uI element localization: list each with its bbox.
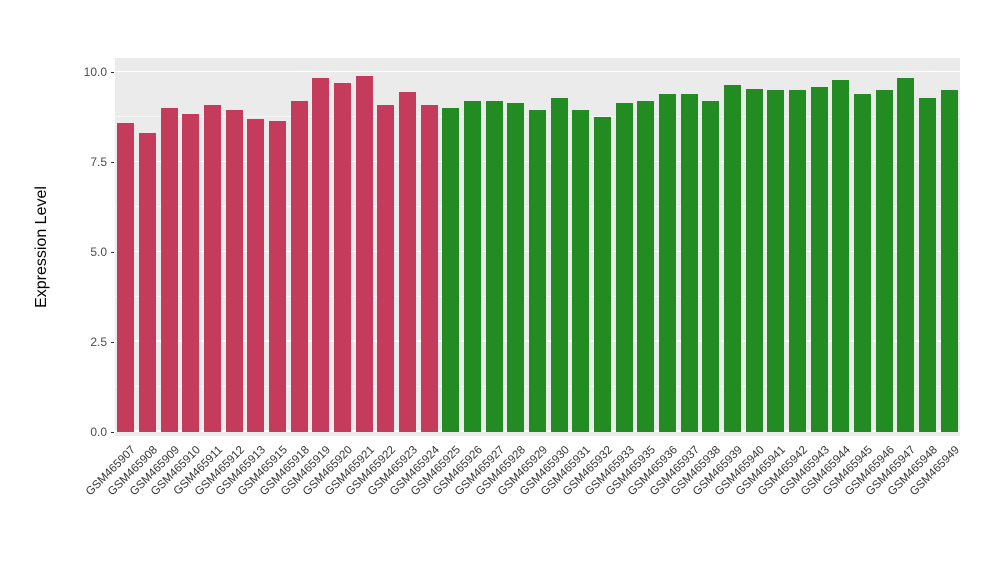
bar-GSM465949 xyxy=(940,90,958,432)
bar-GSM465918 xyxy=(290,101,308,432)
bar-GSM465944 xyxy=(832,79,850,432)
bar-GSM465945 xyxy=(854,93,871,432)
bar-GSM465939 xyxy=(724,84,741,432)
bar-GSM465929 xyxy=(529,110,546,432)
bar-GSM465919 xyxy=(312,77,330,432)
gridline-major xyxy=(115,70,960,73)
y-tick-label: 0.0 xyxy=(90,424,107,439)
y-tick-mark xyxy=(111,341,114,343)
bar-GSM465937 xyxy=(680,93,698,432)
bar-GSM465913 xyxy=(247,119,265,432)
bar-GSM465926 xyxy=(464,101,481,432)
y-axis-title: Expression Level xyxy=(33,186,50,308)
y-tick-mark xyxy=(111,252,114,254)
bar-GSM465947 xyxy=(897,77,915,432)
bar-GSM465921 xyxy=(355,75,373,432)
bar-GSM465920 xyxy=(334,83,351,432)
bar-GSM465943 xyxy=(810,86,828,432)
bar-GSM465927 xyxy=(485,101,503,432)
bar-GSM465931 xyxy=(572,110,590,432)
y-tick-mark xyxy=(111,72,114,74)
bar-GSM465930 xyxy=(550,97,568,432)
bar-GSM465941 xyxy=(767,90,785,432)
bar-GSM465933 xyxy=(615,102,633,432)
bar-GSM465923 xyxy=(399,92,416,432)
bar-GSM465912 xyxy=(225,110,243,432)
bar-GSM465940 xyxy=(745,88,763,432)
y-tick-label: 7.5 xyxy=(90,155,107,170)
bar-GSM465946 xyxy=(875,90,893,432)
bar-GSM465908 xyxy=(139,133,156,432)
bar-GSM465935 xyxy=(637,101,655,432)
y-tick-mark xyxy=(111,431,114,433)
bar-GSM465909 xyxy=(160,108,178,432)
y-tick-mark xyxy=(111,162,114,164)
plot-panel xyxy=(115,58,960,436)
bar-GSM465910 xyxy=(182,113,200,432)
bar-GSM465938 xyxy=(702,101,720,432)
bar-GSM465924 xyxy=(420,104,438,432)
bar-GSM465922 xyxy=(377,104,395,432)
bar-GSM465928 xyxy=(507,102,525,432)
bar-GSM465915 xyxy=(269,120,286,432)
bar-GSM465911 xyxy=(204,104,221,432)
y-tick-label: 10.0 xyxy=(83,65,107,80)
bar-GSM465925 xyxy=(442,108,460,432)
bar-GSM465942 xyxy=(789,90,806,432)
y-tick-label: 2.5 xyxy=(90,334,107,349)
y-tick-label: 5.0 xyxy=(90,245,107,260)
bar-GSM465932 xyxy=(594,117,611,432)
bar-GSM465936 xyxy=(659,93,676,432)
bar-GSM465907 xyxy=(117,122,135,432)
bar-GSM465948 xyxy=(919,97,936,432)
